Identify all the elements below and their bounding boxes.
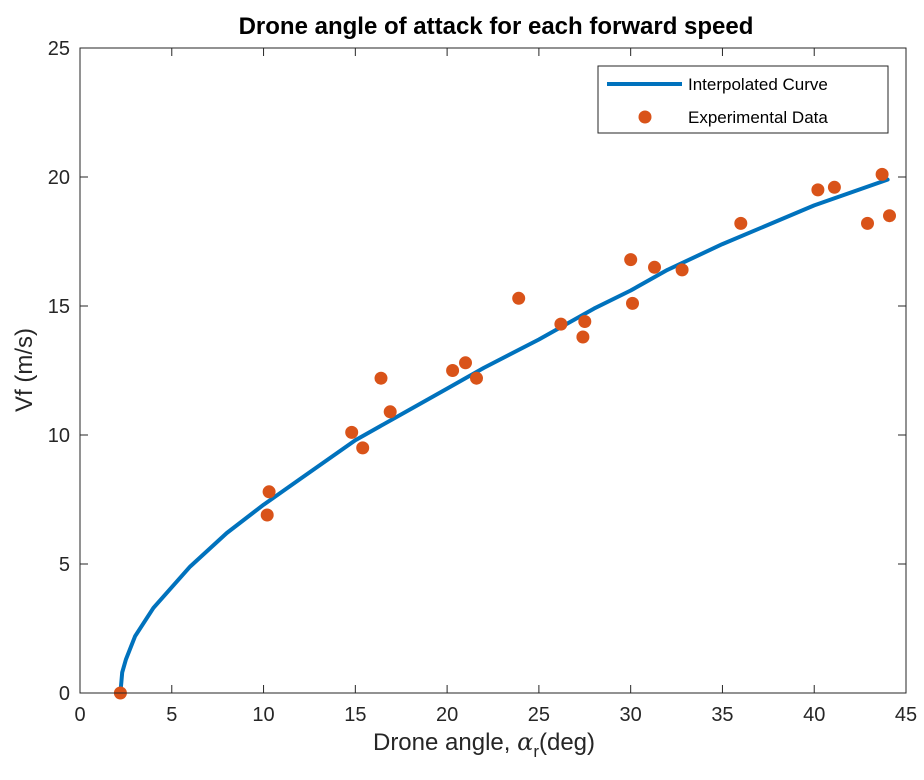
data-point bbox=[875, 167, 889, 181]
data-point bbox=[883, 209, 896, 223]
y-tick-label: 15 bbox=[48, 296, 70, 318]
series-line-interpolated-curve bbox=[118, 177, 890, 695]
data-point bbox=[626, 296, 639, 310]
plot-area bbox=[80, 48, 906, 693]
data-point bbox=[459, 356, 472, 370]
legend: Interpolated Curve Experimental Data bbox=[597, 65, 889, 134]
data-point bbox=[827, 180, 841, 194]
y-tick-label: 20 bbox=[48, 167, 70, 189]
x-axis-label: Drone angle, αr(deg) bbox=[373, 728, 595, 761]
data-point bbox=[374, 371, 388, 385]
x-tick-label: 20 bbox=[436, 704, 458, 726]
data-point bbox=[675, 263, 689, 277]
y-tick-label: 25 bbox=[48, 38, 70, 60]
x-tick-label: 40 bbox=[803, 704, 825, 726]
data-point bbox=[262, 485, 276, 499]
y-axis-label: Vf (m/s) bbox=[11, 328, 38, 412]
legend-swatch-marker bbox=[638, 110, 652, 124]
legend-label-marker: Experimental Data bbox=[688, 108, 828, 127]
data-point bbox=[470, 371, 483, 385]
data-point bbox=[383, 405, 397, 419]
points-layer bbox=[113, 167, 896, 700]
data-point bbox=[554, 317, 568, 331]
x-tick-label: 10 bbox=[252, 704, 274, 726]
data-point bbox=[624, 253, 638, 267]
data-point bbox=[811, 183, 825, 197]
data-point bbox=[512, 291, 526, 305]
x-tick-label: 5 bbox=[166, 704, 177, 726]
data-point bbox=[734, 216, 748, 230]
data-point bbox=[260, 508, 274, 522]
chart-title: Drone angle of attack for each forward s… bbox=[239, 13, 754, 40]
y-tick-label: 0 bbox=[59, 683, 70, 705]
y-axis-ticks: 0 5 10 15 20 25 bbox=[48, 38, 906, 705]
x-tick-label: 35 bbox=[711, 704, 733, 726]
y-tick-label: 5 bbox=[59, 554, 70, 576]
data-point bbox=[578, 315, 592, 328]
x-tick-label: 15 bbox=[344, 704, 366, 726]
data-point bbox=[576, 330, 590, 344]
x-axis-ticks: 0 5 10 15 20 25 30 35 40 45 bbox=[74, 48, 917, 726]
data-point bbox=[345, 425, 359, 439]
x-tick-label: 45 bbox=[895, 704, 917, 726]
curve-layer bbox=[118, 177, 890, 695]
plot-frame bbox=[79, 47, 907, 694]
x-tick-label: 30 bbox=[620, 704, 642, 726]
data-point bbox=[861, 216, 874, 230]
y-tick-label: 10 bbox=[48, 425, 70, 447]
data-point bbox=[356, 441, 370, 455]
legend-label-curve: Interpolated Curve bbox=[688, 75, 828, 94]
x-tick-label: 0 bbox=[74, 704, 85, 726]
data-point bbox=[446, 364, 460, 377]
x-tick-label: 25 bbox=[528, 704, 550, 726]
data-point bbox=[648, 260, 661, 274]
